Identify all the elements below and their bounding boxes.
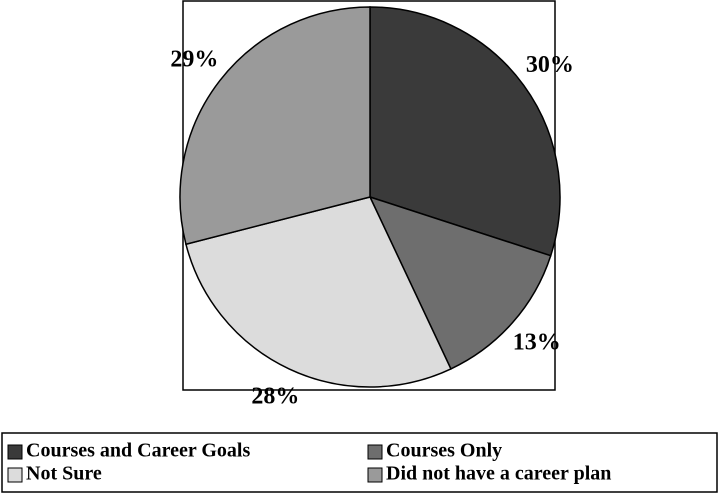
legend-label: Did not have a career plan [386, 463, 611, 485]
legend-swatch [367, 444, 383, 460]
data-label: 13% [513, 330, 561, 356]
legend-frame [1, 432, 718, 493]
legend-label: Courses Only [386, 440, 502, 462]
data-label: 28% [251, 384, 299, 410]
legend-swatch [7, 444, 23, 460]
pie-slice [179, 6, 371, 246]
legend-label: Courses and Career Goals [26, 440, 250, 462]
legend-label: Not Sure [26, 463, 102, 485]
data-label: 30% [526, 52, 574, 78]
legend-swatch [367, 467, 383, 483]
pie-slice [369, 6, 561, 257]
legend-swatch [7, 467, 23, 483]
data-label: 29% [170, 46, 218, 72]
pie-slice [185, 196, 452, 388]
pie-slice [368, 195, 552, 370]
